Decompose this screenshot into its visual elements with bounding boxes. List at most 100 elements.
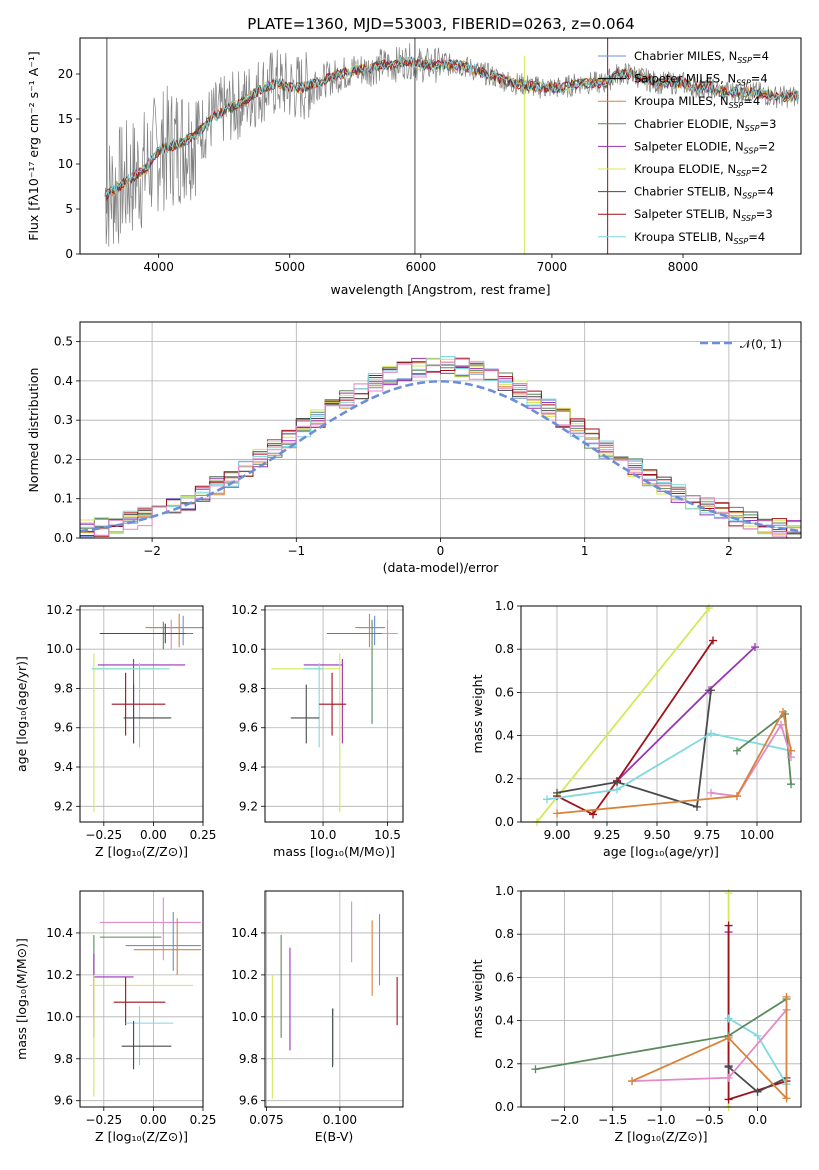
weight-series-line <box>631 996 788 1101</box>
y-tick-label: 9.2 <box>54 799 73 813</box>
x-axis-label: age [log₁₀(age/yr)] <box>603 844 719 859</box>
model-fit-line-chabrier-stelib <box>105 56 799 201</box>
x-tick-label: 0.0 <box>748 1113 767 1127</box>
x-axis-label: Z [log₁₀(Z/Z⊙)] <box>615 1129 708 1144</box>
y-tick-label: 10.0 <box>46 642 73 656</box>
weight-point-marker <box>589 810 597 819</box>
y-tick-label: 9.2 <box>239 799 258 813</box>
y-tick-label: 0.2 <box>54 452 73 466</box>
spectrum-title: PLATE=1360, MJD=53003, FIBERID=0263, z=0… <box>247 15 634 33</box>
y-tick-label: 9.6 <box>54 721 73 735</box>
y-tick-label: 0.4 <box>495 729 514 743</box>
residuals-panel: −2 −1 0 1 2 0.0 0.1 0.2 0.3 0.4 0.5 (data-model)/er… <box>26 321 802 575</box>
x-tick-label: −0.25 <box>85 828 122 842</box>
x-tick-label: −1.0 <box>646 1113 675 1127</box>
x-tick-label: 8000 <box>668 260 699 274</box>
y-tick-label: 10.0 <box>231 1010 258 1024</box>
y-tick-label: 1.0 <box>495 599 514 613</box>
legend-entry-count: =2 <box>758 139 775 153</box>
weight-vs-metallicity-panel: −2.0 −1.5 −1.0 −0.5 0.0 0.0 0.2 0.4 0.6 0.8 1.0 Z [… <box>470 884 802 1144</box>
weight-series-line <box>556 709 792 815</box>
legend-entry: Kroupa MILES, NSSP=4 <box>634 94 760 110</box>
legend-entry-count: =4 <box>752 49 769 63</box>
mass-vs-ebv-panel: 0.075 0.100 9.6 9.8 10.0 10.2 10.4 E(B-V) <box>231 890 404 1144</box>
y-tick-label: 9.6 <box>239 1094 258 1108</box>
legend-entry: Chabrier ELODIE, NSSP=3 <box>634 117 776 133</box>
x-tick-label: −0.25 <box>85 1113 122 1127</box>
axes-frame <box>520 605 802 823</box>
weight-point-marker <box>733 746 741 755</box>
legend-entry-count: =3 <box>756 207 773 221</box>
legend-entry: Salpeter ELODIE, NSSP=2 <box>634 139 775 155</box>
legend-entry: Kroupa ELODIE, NSSP=2 <box>634 162 768 178</box>
weight-point-marker <box>613 785 621 794</box>
x-tick-label: −2 <box>143 544 161 558</box>
x-tick-label: −1 <box>287 544 305 558</box>
legend-entry-name: Kroupa ELODIE, N <box>634 162 736 176</box>
panel-plot-area <box>533 604 795 826</box>
weight-point-marker <box>782 992 791 1001</box>
y-tick-label: 0.6 <box>495 970 514 984</box>
legend-entry: Chabrier MILES, NSSP=4 <box>634 49 769 65</box>
legend-entry: 𝒩(0, 1) <box>740 337 782 351</box>
legend-entry-count: =4 <box>748 230 765 244</box>
legend-entry-count: =4 <box>757 185 774 199</box>
y-tick-label: 10.2 <box>231 968 258 982</box>
x-axis-label: wavelength [Angstrom, rest frame] <box>330 282 550 297</box>
weight-point-marker <box>782 1094 791 1103</box>
weight-point-marker <box>709 636 717 645</box>
weight-point-marker <box>787 746 795 755</box>
legend-entry-subscript: SSP <box>736 169 751 178</box>
legend-entry-subscript: SSP <box>737 56 752 65</box>
weight-point-marker <box>693 802 701 811</box>
axes-frame <box>79 890 204 1108</box>
y-tick-label: 0.4 <box>495 1014 514 1028</box>
y-tick-label: 0 <box>65 247 73 261</box>
x-tick-label: 9.50 <box>644 828 671 842</box>
y-tick-label: 10.2 <box>46 968 73 982</box>
x-tick-label: 0.00 <box>140 1113 167 1127</box>
weight-series-line <box>556 690 712 809</box>
weight-point-marker <box>753 1087 762 1096</box>
y-tick-label: 9.6 <box>54 1094 73 1108</box>
weight-point-marker <box>724 1095 733 1104</box>
legend-entry-name: Chabrier MILES, N <box>634 49 737 63</box>
x-axis-label: E(B-V) <box>315 1129 354 1144</box>
mass-vs-metallicity-panel: −0.25 0.00 0.25 9.6 9.8 10.0 10.2 10.4 Z [log₁₀(… <box>14 890 216 1144</box>
legend-entry-name: Kroupa MILES, N <box>634 94 729 108</box>
weight-series-line <box>710 722 792 798</box>
panel-plot-area <box>91 613 203 813</box>
x-tick-label: 0.25 <box>190 828 217 842</box>
y-tick-label: 0.0 <box>54 531 73 545</box>
weight-point-marker <box>753 1031 762 1040</box>
weight-point-marker <box>705 604 713 613</box>
y-tick-label: 9.8 <box>54 681 73 695</box>
weight-point-marker <box>531 1065 540 1074</box>
legend-entry-name: Salpeter MILES, N <box>634 72 736 86</box>
x-axis-label: (data-model)/error <box>383 560 500 575</box>
y-tick-label: 0.4 <box>54 374 73 388</box>
legend-entry: Salpeter MILES, NSSP=4 <box>634 72 768 88</box>
weight-series-line <box>616 646 756 782</box>
weight-point-marker <box>733 792 741 801</box>
y-axis-label: mass weight <box>470 674 485 753</box>
x-axis-label: mass [log₁₀(M/M⊙)] <box>273 844 395 859</box>
weight-point-marker <box>543 795 551 804</box>
weight-point-marker <box>724 889 733 898</box>
weight-point-marker <box>724 1073 733 1082</box>
legend-entry-name: Salpeter ELODIE, N <box>634 139 744 153</box>
weight-point-marker <box>779 707 787 716</box>
weight-vs-age-panel: 9.00 9.25 9.50 9.75 10.00 0.0 0.2 0.4 0.6 0.8 1.0 a… <box>470 599 802 859</box>
panel-plot-area <box>89 897 202 1097</box>
x-axis-label: Z [log₁₀(Z/Z⊙)] <box>95 1129 188 1144</box>
y-tick-label: 10.2 <box>231 603 258 617</box>
hist-plot-area <box>80 356 801 538</box>
y-tick-label: 9.4 <box>239 760 258 774</box>
y-tick-label: 1.0 <box>495 884 514 898</box>
axes-frame <box>264 605 404 823</box>
y-tick-label: 10.2 <box>46 603 73 617</box>
model-fit-line-kroupa-stelib <box>105 55 799 197</box>
y-tick-label: 10.4 <box>46 926 73 940</box>
x-tick-label: 10.00 <box>740 828 774 842</box>
